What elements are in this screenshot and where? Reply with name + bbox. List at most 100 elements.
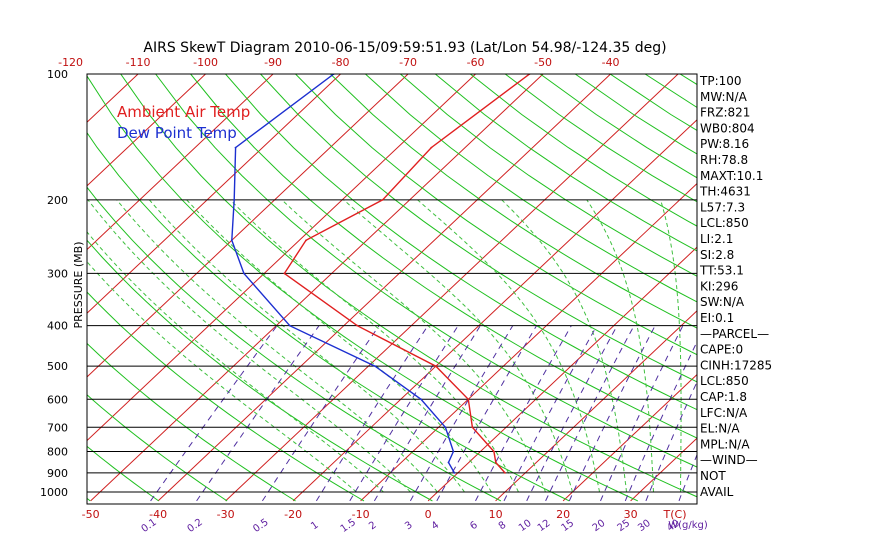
dry-adiabat-line bbox=[87, 186, 502, 502]
index-label: LI:2.1 bbox=[700, 232, 733, 246]
index-label: TT:53.1 bbox=[699, 264, 744, 278]
dry-adiabat-line bbox=[120, 74, 697, 498]
index-label: MW:N/A bbox=[700, 90, 748, 104]
pressure-tick-label: 700 bbox=[47, 421, 68, 434]
isotherm-line bbox=[225, 74, 679, 502]
isotherm-line bbox=[630, 437, 697, 502]
index-label: LFC:N/A bbox=[700, 406, 748, 420]
isotherm-line bbox=[766, 74, 870, 501]
isotherm-line bbox=[157, 74, 611, 502]
ambient-temp-point bbox=[381, 198, 384, 201]
temp-tick-top: -80 bbox=[332, 56, 350, 69]
dry-adiabat-line bbox=[644, 74, 697, 109]
temp-tick-top: -90 bbox=[264, 56, 282, 69]
index-label: AVAIL bbox=[700, 485, 734, 499]
temp-tick-bottom: -40 bbox=[149, 508, 167, 521]
dry-adiabat-line bbox=[330, 74, 697, 329]
mixing-ratio-tick-label: 0.2 bbox=[185, 517, 204, 535]
pressure-tick-label: 1000 bbox=[40, 486, 68, 499]
ambient-temp-point bbox=[467, 398, 470, 401]
ambient-temp-point bbox=[504, 471, 506, 474]
pressure-tick-label: 300 bbox=[47, 267, 68, 280]
dry-adiabat-line bbox=[87, 75, 639, 502]
mixing-ratio-unit-label: W(g/kg) bbox=[668, 520, 708, 531]
isotherm-line bbox=[292, 119, 697, 502]
isotherm-line bbox=[833, 74, 870, 501]
moist-adiabat-line bbox=[229, 199, 519, 493]
temp-tick-bottom: -50 bbox=[82, 508, 100, 521]
dry-adiabat-line bbox=[225, 74, 697, 411]
mixing-ratio-tick-label: 3 bbox=[403, 520, 415, 533]
temp-tick-top: -40 bbox=[602, 56, 620, 69]
mixing-ratio-line bbox=[503, 325, 598, 502]
dry-adiabat-line bbox=[87, 445, 159, 502]
mixing-ratio-tick-label: 30 bbox=[636, 518, 653, 534]
isotherm-line bbox=[360, 182, 697, 502]
ambient-temp-point bbox=[430, 146, 433, 149]
dry-adiabat-line bbox=[504, 74, 697, 203]
temp-tick-top: -120 bbox=[58, 56, 83, 69]
dewpoint-temp-point bbox=[288, 324, 291, 327]
mixing-ratio-lines bbox=[150, 325, 697, 502]
index-label: TP:100 bbox=[699, 74, 742, 88]
index-label: KI:296 bbox=[700, 279, 738, 293]
dry-adiabat-line bbox=[87, 131, 570, 502]
isotherm-line bbox=[0, 74, 71, 501]
index-label: L57:7.3 bbox=[700, 200, 745, 214]
index-label: CAP:1.8 bbox=[700, 390, 747, 404]
index-label: PW:8.16 bbox=[700, 137, 749, 151]
index-label: EI:0.1 bbox=[700, 311, 734, 325]
isotherm-line bbox=[87, 74, 409, 378]
moist-adiabat-line bbox=[417, 199, 600, 493]
temp-tick-bottom: 0 bbox=[425, 508, 432, 521]
ambient-temp-point bbox=[305, 239, 307, 242]
plot-frame bbox=[86, 73, 698, 505]
mixing-ratio-line bbox=[475, 325, 572, 502]
mixing-ratio-tick-label: 12 bbox=[536, 518, 553, 534]
ambient-temp-point bbox=[494, 461, 497, 464]
dry-adiabat-line bbox=[785, 74, 870, 501]
mixing-ratio-line bbox=[436, 325, 537, 502]
dewpoint-temp-point bbox=[230, 239, 233, 242]
dry-adiabat-line bbox=[750, 74, 870, 501]
pressure-tick-label: 100 bbox=[47, 68, 68, 81]
index-label: LCL:850 bbox=[700, 374, 749, 388]
temp-tick-bottom: -30 bbox=[217, 508, 235, 521]
legend-entry: Dew Point Temp bbox=[117, 124, 237, 142]
dry-adiabat-line bbox=[190, 74, 697, 439]
pressure-tick-label: 600 bbox=[47, 393, 68, 406]
pressure-tick-label: 800 bbox=[47, 445, 68, 458]
mixing-ratio-tick-label: 6 bbox=[468, 520, 480, 533]
mixing-ratio-line bbox=[600, 325, 684, 502]
mixing-ratio-line bbox=[150, 325, 278, 502]
index-label: CINH:17285 bbox=[700, 358, 772, 372]
ambient-temp-point bbox=[356, 324, 359, 327]
dry-adiabat-line bbox=[87, 394, 228, 502]
mixing-ratio-line bbox=[315, 325, 429, 502]
ambient-temp-line bbox=[283, 74, 531, 474]
pressure-tick-label: 900 bbox=[47, 467, 68, 480]
mixing-ratio-tick-label: 1 bbox=[309, 520, 321, 533]
dry-adiabat-line bbox=[87, 239, 433, 502]
moist-adiabat-line bbox=[660, 199, 682, 492]
index-label: SW:N/A bbox=[700, 295, 745, 309]
temp-tick-bottom: -20 bbox=[284, 508, 302, 521]
y-axis-label: PRESSURE (MB) bbox=[72, 242, 85, 329]
isotherm-line bbox=[87, 74, 341, 314]
temp-tick-bottom: 20 bbox=[556, 508, 570, 521]
mixing-ratio-line bbox=[526, 325, 618, 502]
moist-adiabat-line bbox=[87, 231, 384, 493]
pressure-tick-label: 400 bbox=[47, 320, 68, 333]
isotherm-line bbox=[0, 74, 3, 501]
pressure-tick-label: 500 bbox=[47, 360, 68, 373]
index-label: NOT bbox=[700, 469, 726, 483]
temp-tick-top: -110 bbox=[126, 56, 151, 69]
temp-tick-top: -50 bbox=[534, 56, 552, 69]
dry-adiabat-line bbox=[400, 74, 697, 277]
mixing-ratio-line bbox=[568, 325, 656, 502]
legend-entry: Ambient Air Temp bbox=[117, 103, 250, 121]
isotherm-line bbox=[562, 373, 697, 502]
isotherm-line bbox=[495, 310, 697, 502]
dewpoint-temp-point bbox=[420, 398, 422, 401]
